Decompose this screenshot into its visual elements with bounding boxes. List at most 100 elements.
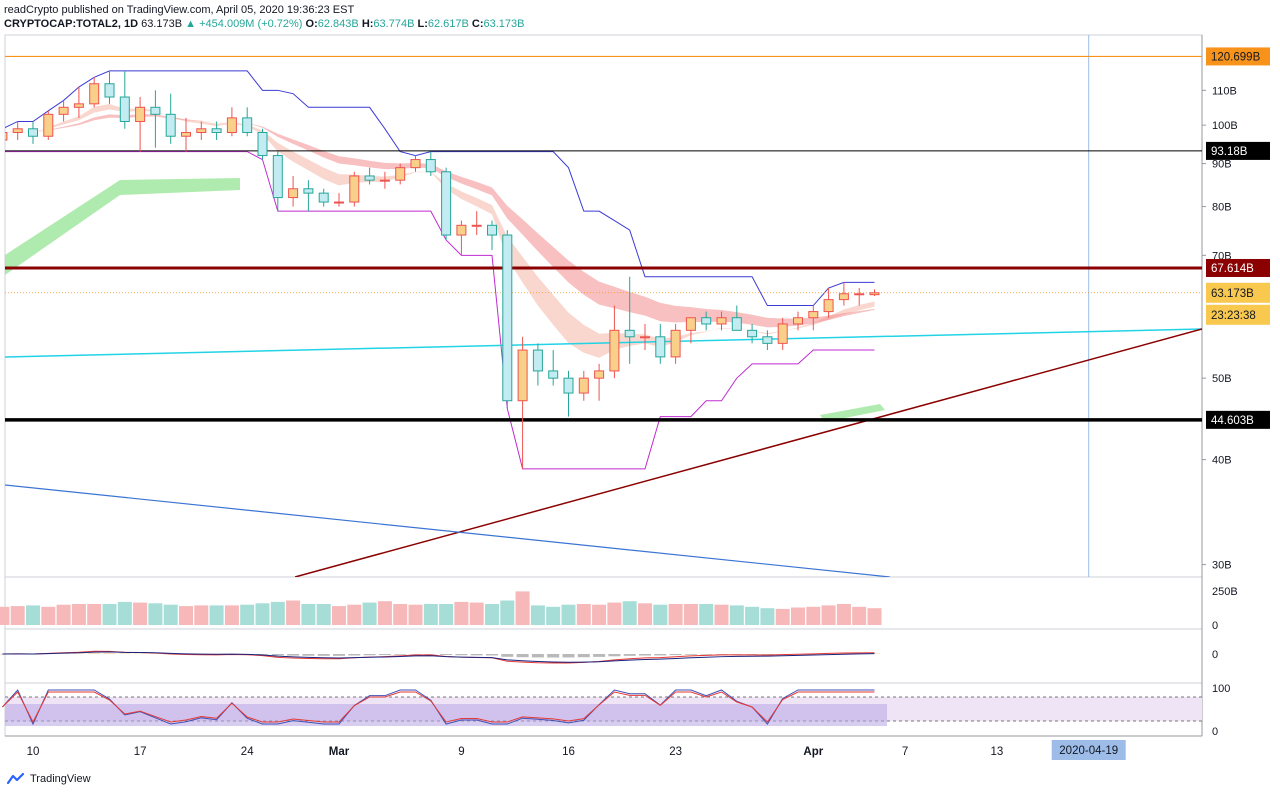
macd-histogram-bar [118,653,131,654]
candle-body [395,167,406,181]
price-tick-label: 40B [1212,455,1232,467]
macd-histogram-bar [684,654,697,655]
level-badge-label: 67.614B [1211,263,1254,275]
macd-histogram-bar [134,653,147,654]
volume-bar [806,606,821,625]
candle-body [135,106,146,122]
macd-histogram-bar [88,652,101,654]
volume-bar [133,602,148,625]
countdown-badge [1206,304,1270,325]
macd-histogram-bar [531,654,544,658]
macd-histogram-bar [271,654,284,656]
macd-histogram-bar [608,654,621,657]
candle-body [257,131,268,157]
volume-bar [576,604,591,625]
last-value: 63.173B [141,18,183,30]
macd-histogram-bar [333,654,345,656]
rsi-tick-label: 0 [1212,726,1218,738]
volume-tick-label: 0 [1212,620,1218,632]
macd-histogram-bar [623,654,636,656]
volume-bar [26,605,40,625]
candle-body [747,329,758,338]
last-price-badge [1206,282,1270,303]
candle-body [869,292,880,296]
main-plot-area [5,35,1202,577]
level-badge-label: 120.699B [1211,51,1261,63]
time-tick-label: 10 [27,746,40,758]
volume-bar [714,604,729,625]
volume-bar [10,606,25,625]
change-value: ▲ +454.009M (+0.72%) [185,18,303,30]
macd-histogram-bar [256,654,269,655]
countdown-label: 23:23:38 [1211,310,1256,322]
candle-body [808,311,819,319]
macd-signal-line [2,651,875,663]
candle-body [456,224,467,236]
low-label: L: [417,18,428,30]
candle-body [334,201,344,204]
volume-bar [836,604,851,625]
time-tick-label: Mar [329,746,350,758]
candle-body [823,299,834,313]
high-value: 63.774B [373,18,415,30]
volume-bar [194,605,209,625]
volume-bar [622,601,637,625]
volume-bar [0,606,10,625]
volume-bar [240,604,255,625]
rising-support-line [294,328,1202,577]
symbol-legend: CRYPTOCAP:TOTAL2, 1D 63.173B ▲ +454.009M… [4,18,525,30]
volume-bar [469,602,484,625]
candle-body [181,131,191,137]
macd-histogram-bar [348,654,361,656]
candle-body [379,179,390,182]
macd-tick-label: 0 [1212,649,1218,661]
symbol-name: CRYPTOCAP:TOTAL2, 1D [4,18,139,30]
macd-histogram-bar [654,654,667,656]
volume-bar [515,591,530,625]
level-badge [1206,410,1270,429]
close-value: 63.173B [483,18,525,30]
macd-histogram-bar [669,654,682,656]
volume-bar [408,604,423,625]
time-tick-label: 17 [134,746,147,758]
time-tick-label: 13 [991,746,1004,758]
time-tick-label: 7 [902,746,908,758]
candle-body [43,113,54,137]
candle-body [517,349,528,402]
volume-bar [791,607,805,625]
date-highlight-label: 2020-04-19 [1059,745,1118,757]
candle-body [349,175,360,203]
macd-histogram-bar [440,654,453,655]
volume-bar [270,601,285,625]
volume-bar [255,603,270,625]
volume-bar [347,604,362,625]
volume-bar [179,606,193,625]
volume-bar [148,603,163,625]
green-ribbon-left [5,178,240,275]
macd-histogram-bar [562,654,575,658]
volume-bar [561,604,576,625]
macd-histogram-bar [639,654,651,656]
level-badge [1206,47,1270,66]
stoch-d-line [2,691,875,724]
volume-bar [530,605,545,625]
candle-body [104,83,115,98]
macd-histogram-bar [363,654,376,656]
time-tick-label: 9 [458,746,464,758]
rsi-tick-label: 100 [1212,683,1230,695]
rsi-fill [5,704,887,726]
candle-body [563,377,574,394]
macd-histogram-bar [700,654,713,655]
volume-bar [683,604,698,625]
candle-body [701,317,712,325]
time-tick-label: 24 [241,746,254,758]
volume-bar [729,605,744,625]
candle-body [777,323,788,344]
macd-histogram-bar [103,652,116,654]
macd-histogram-bar [593,654,606,657]
candle-body [425,159,436,173]
tradingview-logo-icon [6,772,25,785]
candle-body [716,317,727,325]
volume-bar [316,604,331,625]
